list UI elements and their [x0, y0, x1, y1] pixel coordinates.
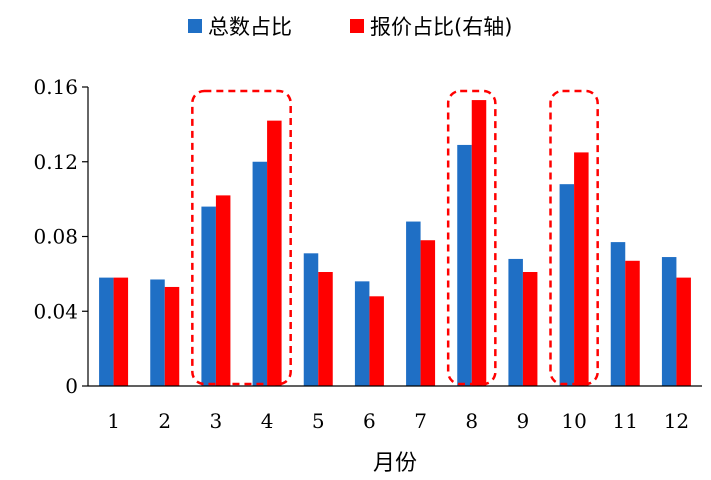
legend: 总数占比 报价占比(右轴): [188, 15, 512, 39]
y-tick-label: 0.04: [33, 299, 78, 323]
y-tick-label: 0.08: [33, 225, 78, 249]
bar-total-4: [252, 161, 268, 386]
x-tick-label: 10: [561, 409, 586, 433]
bar-quote-4: [267, 120, 282, 386]
bar-total-7: [406, 221, 421, 386]
x-tick-label: 5: [312, 409, 325, 433]
bar-total-8: [457, 144, 472, 386]
bar-total-12: [661, 257, 677, 386]
bar-quote-9: [522, 272, 538, 386]
x-tick-label: 1: [107, 409, 120, 433]
bar-total-2: [150, 279, 165, 386]
y-tick-label: 0.16: [33, 75, 78, 99]
bar-quote-8: [471, 100, 487, 387]
x-tick-label: 11: [613, 409, 638, 433]
legend-label-series-2: 报价占比(右轴): [370, 15, 512, 39]
x-tick-label: 6: [363, 409, 376, 433]
x-tick-label: 8: [465, 409, 478, 433]
x-axis-title: 月份: [373, 451, 417, 476]
x-tick-label: 12: [664, 409, 689, 433]
bar-quote-2: [164, 286, 180, 386]
bar-quote-3: [215, 195, 231, 386]
legend-label-series-1: 总数占比: [208, 15, 292, 39]
bar-quote-5: [318, 272, 333, 386]
highlight-box-1: [191, 89, 292, 386]
bar-quote-1: [113, 277, 129, 386]
bar-total-1: [99, 277, 114, 386]
legend-swatch-series-2: [350, 19, 364, 33]
bar-quote-10: [574, 152, 589, 386]
bar-total-5: [303, 253, 319, 386]
y-tick-label: 0.12: [33, 150, 78, 174]
x-tick-label: 9: [517, 409, 530, 433]
x-tick-label: 4: [261, 409, 274, 433]
plot-area: 00.040.080.120.161 2 3 4 5 6 7 8 9 10 11 12: [33, 75, 702, 433]
bar-total-3: [201, 206, 216, 386]
bar-quote-7: [420, 240, 436, 386]
bar-total-11: [610, 242, 626, 386]
highlight-box-3: [549, 89, 599, 386]
x-tick-label: 7: [414, 409, 427, 433]
bar-total-6: [354, 281, 370, 386]
bar-quote-6: [369, 296, 384, 386]
bar-total-10: [559, 184, 575, 386]
x-tick-label: 3: [210, 409, 223, 433]
bar-quote-12: [676, 277, 691, 386]
y-tick-label: 0: [65, 374, 78, 398]
bar-quote-11: [625, 260, 640, 386]
highlight-box-2: [446, 89, 497, 386]
bar-total-9: [508, 258, 523, 386]
legend-swatch-series-1: [188, 19, 202, 33]
x-tick-label: 2: [158, 409, 171, 433]
highlight-boxes: [191, 89, 599, 386]
